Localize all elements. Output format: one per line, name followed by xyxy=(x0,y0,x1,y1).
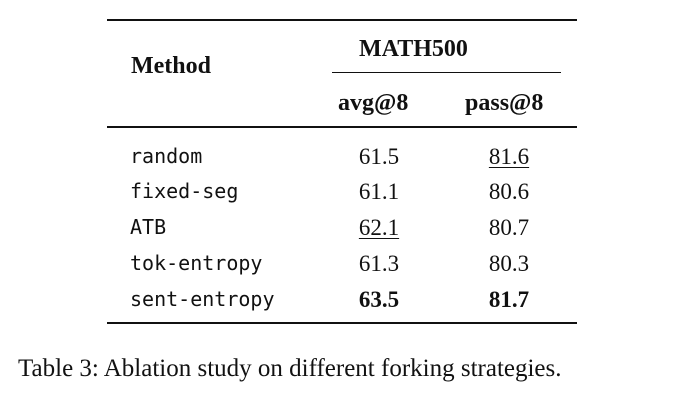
top-rule xyxy=(107,19,577,21)
header-math500: MATH500 xyxy=(359,36,468,62)
bottom-rule xyxy=(107,322,577,324)
row-pass-fixed-seg: 80.6 xyxy=(488,179,530,204)
row-pass-tok-entropy: 80.3 xyxy=(488,251,530,276)
row-avg-sent-entropy: 63.5 xyxy=(358,287,400,312)
row-avg-atb: 62.1 xyxy=(319,216,439,239)
row-avg-fixed-seg: 61.1 xyxy=(358,179,400,204)
row-avg-random: 61.5 xyxy=(358,144,400,169)
table-caption: Table 3: Ablation study on different for… xyxy=(18,355,562,382)
row-method-tok-entropy: tok-entropy xyxy=(130,251,263,275)
underlined-value: 62.1 xyxy=(358,215,400,240)
row-method-random: random xyxy=(130,144,203,168)
row-pass-atb: 80.7 xyxy=(488,215,530,240)
row-method-atb: ATB xyxy=(130,215,167,239)
underlined-value: 81.6 xyxy=(488,144,530,169)
row-pass-sent-entropy: 81.7 xyxy=(488,287,530,312)
row-pass-random: 81.6 xyxy=(449,145,569,168)
header-pass8: pass@8 xyxy=(465,90,544,116)
mid-rule xyxy=(107,126,577,128)
row-avg-tok-entropy: 61.3 xyxy=(358,251,400,276)
header-avg8: avg@8 xyxy=(338,90,409,116)
group-rule xyxy=(332,72,561,73)
header-method: Method xyxy=(131,53,211,79)
row-method-fixed-seg: fixed-seg xyxy=(130,179,239,203)
row-method-sent-entropy: sent-entropy xyxy=(130,287,275,311)
